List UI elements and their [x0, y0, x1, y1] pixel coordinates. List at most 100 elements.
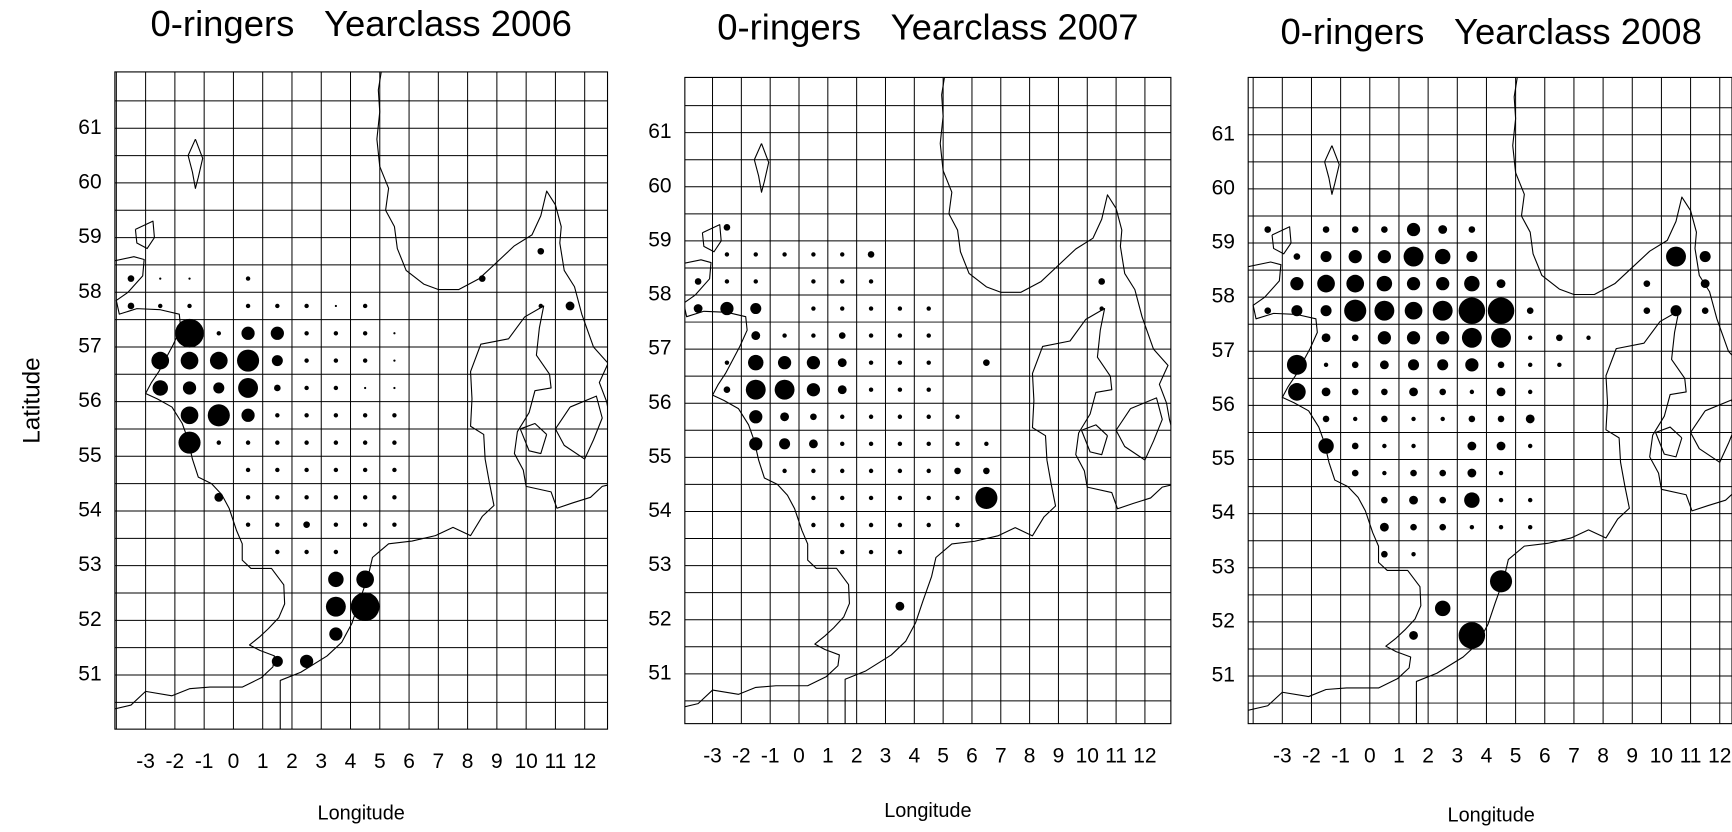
bubble: [245, 440, 251, 445]
bubble: [1525, 414, 1535, 424]
bubble: [1406, 331, 1421, 345]
x-tick-label: 12: [573, 750, 596, 773]
y-tick-label: 54: [78, 499, 102, 522]
x-tick-label: 2: [286, 750, 298, 773]
bubble: [1351, 388, 1359, 396]
bubble: [1437, 359, 1449, 371]
bubble: [1496, 279, 1506, 289]
bubble: [1496, 387, 1506, 397]
bubble: [723, 386, 731, 394]
bubble: [811, 279, 816, 284]
bubble: [1320, 251, 1332, 263]
coastline: [844, 307, 1171, 724]
bubble: [808, 439, 818, 449]
x-tick-label: 10: [514, 750, 537, 773]
x-tick-label: 7: [1568, 744, 1580, 767]
coastline: [519, 422, 548, 455]
bubble: [693, 304, 703, 313]
x-tick-label: -3: [1273, 744, 1292, 767]
bubble: [1466, 251, 1478, 263]
bubble: [1379, 522, 1389, 532]
bubble: [868, 468, 874, 474]
bubble: [1288, 383, 1306, 401]
x-tick-label: -1: [761, 744, 780, 767]
bubble: [271, 655, 283, 667]
bubble: [724, 252, 730, 257]
x-tick-label: 6: [1539, 744, 1551, 767]
bubble: [238, 378, 259, 398]
bubble: [694, 278, 702, 285]
bubble: [1377, 331, 1392, 345]
y-tick-label: 55: [1212, 447, 1235, 470]
bubble: [392, 467, 397, 473]
bubble: [1291, 305, 1303, 317]
bubble: [782, 468, 787, 474]
bubble: [1440, 416, 1445, 422]
y-tick-label: 51: [78, 663, 101, 686]
x-tick-label: 4: [908, 744, 920, 767]
bubble: [1467, 468, 1477, 478]
bubble: [1527, 443, 1533, 449]
x-tick-label: 3: [880, 744, 892, 767]
y-tick-label: 52: [78, 608, 101, 631]
bubble: [1469, 389, 1475, 395]
y-tick-label: 59: [648, 228, 671, 251]
bubble: [1382, 443, 1387, 449]
y-tick-label: 57: [78, 334, 101, 357]
bubble: [270, 326, 284, 340]
x-tick-label: 5: [374, 750, 386, 773]
bubble: [1317, 274, 1335, 293]
bubble: [271, 355, 283, 367]
bubble: [811, 333, 816, 338]
bubble: [897, 549, 903, 555]
x-tick-label: 5: [1510, 744, 1522, 767]
bubble: [780, 412, 790, 422]
y-tick-label: 57: [1212, 339, 1235, 362]
x-tick-label: -2: [166, 750, 185, 773]
bubble: [749, 410, 763, 424]
x-tick-label: 12: [1708, 744, 1731, 767]
bubble: [328, 571, 344, 588]
bubble: [1403, 246, 1424, 267]
x-tick-label: 4: [1481, 744, 1493, 767]
x-tick-label: 0: [1364, 744, 1376, 767]
y-axis-label: Latitude: [19, 357, 46, 443]
bubble: [304, 495, 309, 500]
map-panel: 0-ringers Yearclass 20085152535455565758…: [1212, 11, 1732, 827]
bubble: [774, 379, 795, 400]
y-tick-label: 56: [1212, 393, 1235, 416]
bubble: [213, 382, 225, 394]
bubble: [216, 331, 222, 336]
bubble: [745, 379, 766, 400]
coastline: [554, 395, 603, 460]
bubble: [897, 306, 903, 311]
x-tick-label: 4: [345, 750, 357, 773]
bubble: [245, 276, 251, 281]
plot-area: [684, 77, 1171, 724]
x-axis-label: Longitude: [884, 800, 971, 822]
bubble: [838, 332, 846, 339]
bubble: [1323, 362, 1329, 368]
bubble: [897, 414, 903, 419]
bubble: [393, 332, 396, 335]
bubble: [811, 522, 816, 528]
bubble: [127, 302, 135, 310]
bubble: [364, 386, 367, 390]
y-tick-label: 53: [648, 553, 671, 576]
bubble: [356, 570, 374, 589]
bubble: [329, 627, 343, 641]
bubble: [1381, 550, 1388, 558]
bubble: [237, 349, 260, 372]
bubble: [1381, 496, 1388, 504]
bubble: [1666, 246, 1686, 267]
bubble: [895, 601, 905, 611]
bubble: [867, 251, 875, 258]
bubble: [275, 549, 280, 555]
coastline: [1080, 424, 1108, 456]
bubble: [1411, 416, 1416, 422]
coastline: [701, 224, 722, 253]
bubble: [723, 224, 731, 231]
x-tick-label: 3: [315, 750, 327, 773]
map-panel: 0-ringers Yearclass 20075152535455565758…: [648, 7, 1172, 822]
x-tick-label: 1: [257, 750, 269, 773]
